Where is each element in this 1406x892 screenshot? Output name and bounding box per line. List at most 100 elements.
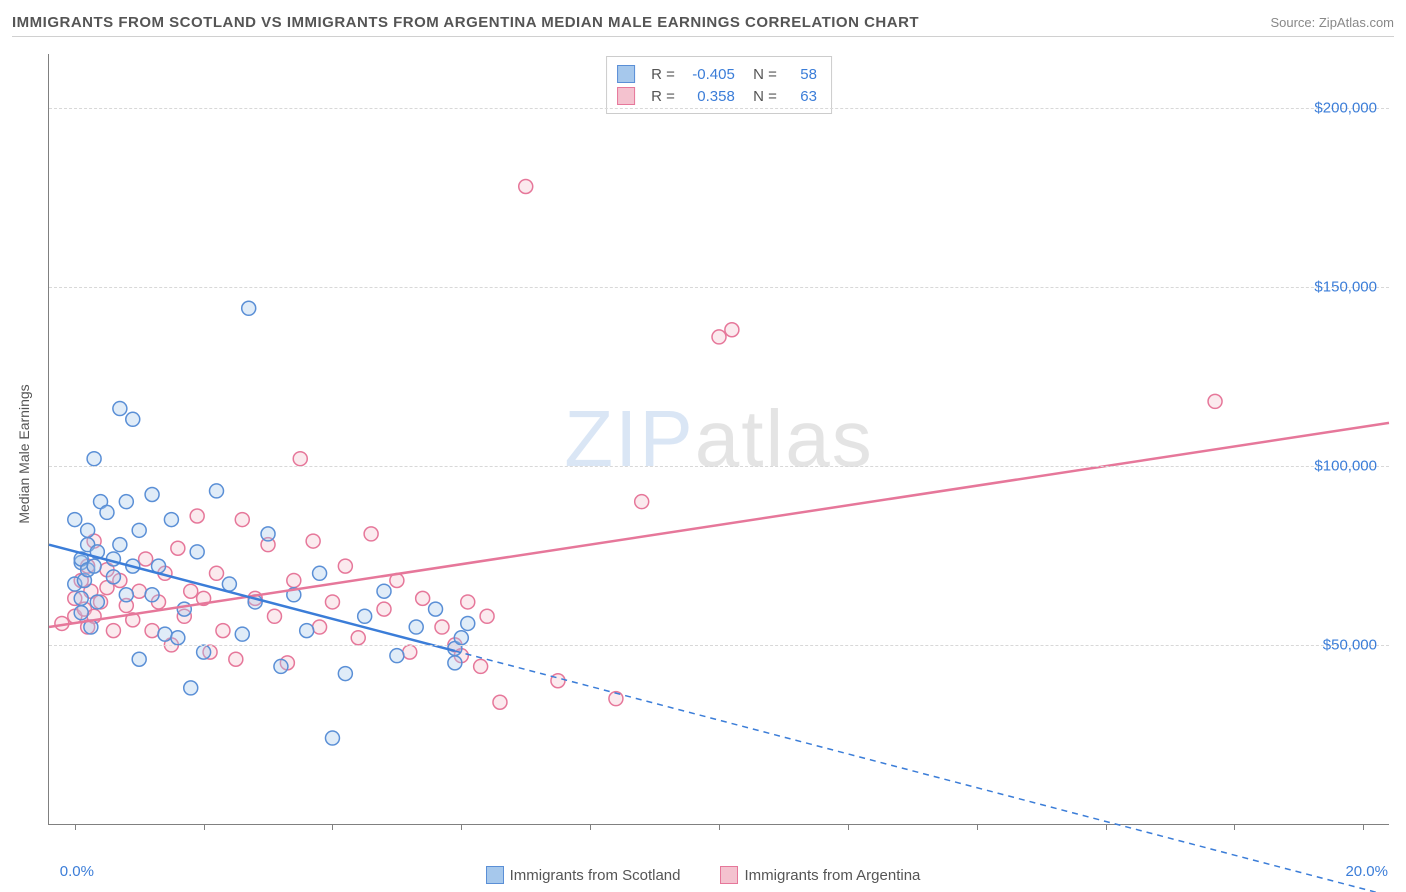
data-point	[158, 627, 172, 641]
data-point	[113, 538, 127, 552]
x-tick	[977, 824, 978, 830]
y-tick-label: $50,000	[1323, 636, 1377, 653]
data-point	[493, 695, 507, 709]
data-point	[197, 645, 211, 659]
data-point	[474, 659, 488, 673]
data-point	[364, 527, 378, 541]
x-tick	[204, 824, 205, 830]
gridline	[49, 466, 1389, 467]
swatch-scotland	[617, 65, 635, 83]
data-point	[171, 541, 185, 555]
series-legend: Immigrants from Scotland Immigrants from…	[0, 866, 1406, 884]
x-tick	[719, 824, 720, 830]
data-point	[306, 534, 320, 548]
data-point	[313, 620, 327, 634]
data-point	[164, 513, 178, 527]
trend-line-extrapolated	[455, 651, 1389, 892]
data-point	[229, 652, 243, 666]
data-point	[300, 624, 314, 638]
correlation-legend: R =-0.405 N =58 R =0.358 N =63	[606, 56, 832, 114]
x-tick	[1363, 824, 1364, 830]
legend-item-scotland: Immigrants from Scotland	[486, 866, 681, 884]
data-point	[210, 566, 224, 580]
data-point	[377, 602, 391, 616]
data-point	[145, 488, 159, 502]
plot-svg	[49, 54, 1389, 824]
legend-row-argentina: R =0.358 N =63	[617, 85, 817, 107]
swatch-argentina-bottom	[720, 866, 738, 884]
data-point	[184, 584, 198, 598]
legend-item-argentina: Immigrants from Argentina	[720, 866, 920, 884]
r-scotland: -0.405	[685, 66, 735, 83]
data-point	[139, 552, 153, 566]
data-point	[338, 667, 352, 681]
source-label: Source: ZipAtlas.com	[1270, 15, 1394, 30]
y-tick-label: $200,000	[1314, 99, 1377, 116]
data-point	[235, 513, 249, 527]
data-point	[68, 513, 82, 527]
x-tick	[75, 824, 76, 830]
y-axis-label: Median Male Earnings	[16, 384, 32, 523]
data-point	[87, 559, 101, 573]
x-tick	[332, 824, 333, 830]
data-point	[145, 588, 159, 602]
data-point	[90, 595, 104, 609]
data-point	[551, 674, 565, 688]
data-point	[635, 495, 649, 509]
x-tick	[1106, 824, 1107, 830]
data-point	[274, 659, 288, 673]
gridline	[49, 287, 1389, 288]
data-point	[132, 584, 146, 598]
data-point	[132, 523, 146, 537]
data-point	[325, 731, 339, 745]
x-tick	[461, 824, 462, 830]
data-point	[435, 620, 449, 634]
legend-label-argentina: Immigrants from Argentina	[744, 867, 920, 884]
data-point	[132, 652, 146, 666]
legend-label-scotland: Immigrants from Scotland	[510, 867, 681, 884]
legend-row-scotland: R =-0.405 N =58	[617, 63, 817, 85]
data-point	[119, 588, 133, 602]
data-point	[416, 591, 430, 605]
data-point	[338, 559, 352, 573]
data-point	[325, 595, 339, 609]
data-point	[74, 591, 88, 605]
data-point	[210, 484, 224, 498]
data-point	[190, 545, 204, 559]
data-point	[293, 452, 307, 466]
data-point	[461, 616, 475, 630]
data-point	[222, 577, 236, 591]
data-point	[461, 595, 475, 609]
data-point	[261, 527, 275, 541]
data-point	[184, 681, 198, 695]
swatch-argentina	[617, 87, 635, 105]
data-point	[480, 609, 494, 623]
data-point	[409, 620, 423, 634]
data-point	[216, 624, 230, 638]
y-tick-label: $150,000	[1314, 278, 1377, 295]
x-tick	[848, 824, 849, 830]
swatch-scotland-bottom	[486, 866, 504, 884]
title-bar: IMMIGRANTS FROM SCOTLAND VS IMMIGRANTS F…	[12, 8, 1394, 37]
n-argentina: 63	[787, 88, 817, 105]
data-point	[403, 645, 417, 659]
data-point	[145, 624, 159, 638]
data-point	[712, 330, 726, 344]
data-point	[313, 566, 327, 580]
data-point	[454, 631, 468, 645]
data-point	[358, 609, 372, 623]
data-point	[171, 631, 185, 645]
data-point	[87, 452, 101, 466]
data-point	[242, 301, 256, 315]
y-tick-label: $100,000	[1314, 457, 1377, 474]
x-tick	[1234, 824, 1235, 830]
data-point	[1208, 394, 1222, 408]
plot-area: ZIPatlas R =-0.405 N =58 R =0.358 N =63 …	[48, 54, 1389, 825]
data-point	[519, 180, 533, 194]
data-point	[725, 323, 739, 337]
data-point	[119, 495, 133, 509]
data-point	[100, 505, 114, 519]
x-tick	[590, 824, 591, 830]
gridline	[49, 108, 1389, 109]
data-point	[429, 602, 443, 616]
